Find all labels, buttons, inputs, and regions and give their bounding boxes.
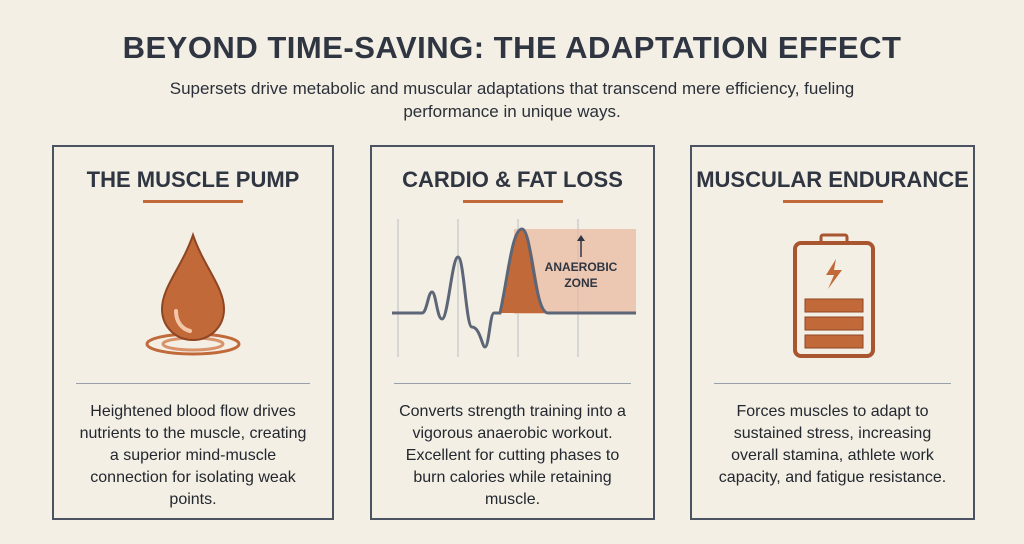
zone-label: ANAEROBIC ZONE bbox=[545, 260, 618, 290]
underline bbox=[143, 200, 243, 203]
card-title: MUSCULAR ENDURANCE bbox=[696, 167, 969, 192]
card-text: Forces muscles to adapt to sustained str… bbox=[718, 403, 947, 486]
battery-icon bbox=[793, 233, 875, 358]
card-title: CARDIO & FAT LOSS bbox=[402, 167, 623, 192]
card-text: Heightened blood flow drives nutrients t… bbox=[79, 403, 307, 508]
card-text: Converts strength training into a vigoro… bbox=[399, 403, 626, 508]
card: MUSCULAR ENDURANCE Forces muscles to ada… bbox=[690, 145, 975, 520]
page-title: BEYOND TIME-SAVING: THE ADAPTATION EFFEC… bbox=[122, 30, 902, 65]
divider bbox=[394, 383, 631, 384]
drop-icon bbox=[145, 231, 241, 356]
card: THE MUSCLE PUMP Heightened blood flow dr… bbox=[52, 145, 334, 520]
divider bbox=[714, 383, 951, 384]
divider bbox=[76, 383, 310, 384]
card: CARDIO & FAT LOSS ANAEROBIC ZONE Converts… bbox=[370, 145, 655, 520]
underline bbox=[782, 200, 883, 203]
heart-rate-icon: ANAEROBIC ZONE bbox=[392, 219, 636, 357]
card-title: THE MUSCLE PUMP bbox=[86, 167, 300, 192]
underline bbox=[462, 200, 563, 203]
page-subtitle: Supersets drive metabolic and muscular a… bbox=[169, 79, 855, 121]
